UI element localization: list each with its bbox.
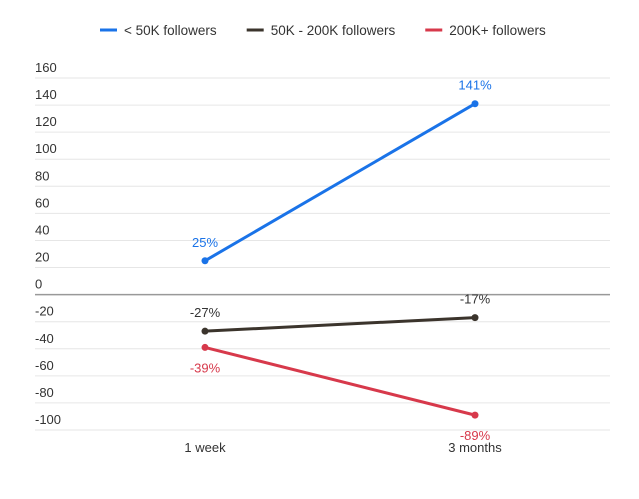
data-point <box>201 327 209 335</box>
data-point <box>201 257 209 265</box>
legend-label: 50K - 200K followers <box>271 23 396 38</box>
grid: 160 140 120 100 80 60 40 20 0 -20 -40 -60 -80 -100 <box>35 60 610 431</box>
y-tick-label: -80 <box>35 385 54 400</box>
y-tick-label: 0 <box>35 277 42 292</box>
y-tick-label: -100 <box>35 412 61 427</box>
data-label: -39% <box>190 360 221 375</box>
data-point <box>471 411 479 419</box>
legend: < 50K followers 50K - 200K followers 200K+… <box>100 23 546 38</box>
y-tick-label: -60 <box>35 358 54 373</box>
data-label: -17% <box>460 292 491 307</box>
y-tick-label: 60 <box>35 195 49 210</box>
x-tick-label: 1 week <box>184 440 226 455</box>
data-point <box>201 343 209 351</box>
y-tick-label: -40 <box>35 331 54 346</box>
series-group: 25% 141% -27% -17% -39% -89% <box>190 78 492 443</box>
y-tick-label: 140 <box>35 87 57 102</box>
x-tick-label: 3 months <box>448 440 502 455</box>
y-tick-label: 120 <box>35 114 57 129</box>
data-point <box>471 100 479 108</box>
x-axis: 1 week 3 months <box>184 440 502 455</box>
legend-label: 200K+ followers <box>449 23 546 38</box>
y-tick-label: 20 <box>35 250 49 265</box>
data-label: -27% <box>190 305 221 320</box>
data-point <box>471 314 479 322</box>
data-label: 25% <box>192 235 218 250</box>
data-label: 141% <box>458 78 492 93</box>
series-line <box>204 345 476 417</box>
y-tick-label: 100 <box>35 141 57 156</box>
y-tick-label: 80 <box>35 168 49 183</box>
series-line <box>204 102 476 263</box>
y-tick-label: 40 <box>35 222 49 237</box>
y-tick-label: 160 <box>35 60 57 75</box>
data-label: -89% <box>460 428 491 443</box>
y-tick-label: -20 <box>35 304 54 319</box>
legend-label: < 50K followers <box>124 23 217 38</box>
series-line <box>204 316 476 333</box>
